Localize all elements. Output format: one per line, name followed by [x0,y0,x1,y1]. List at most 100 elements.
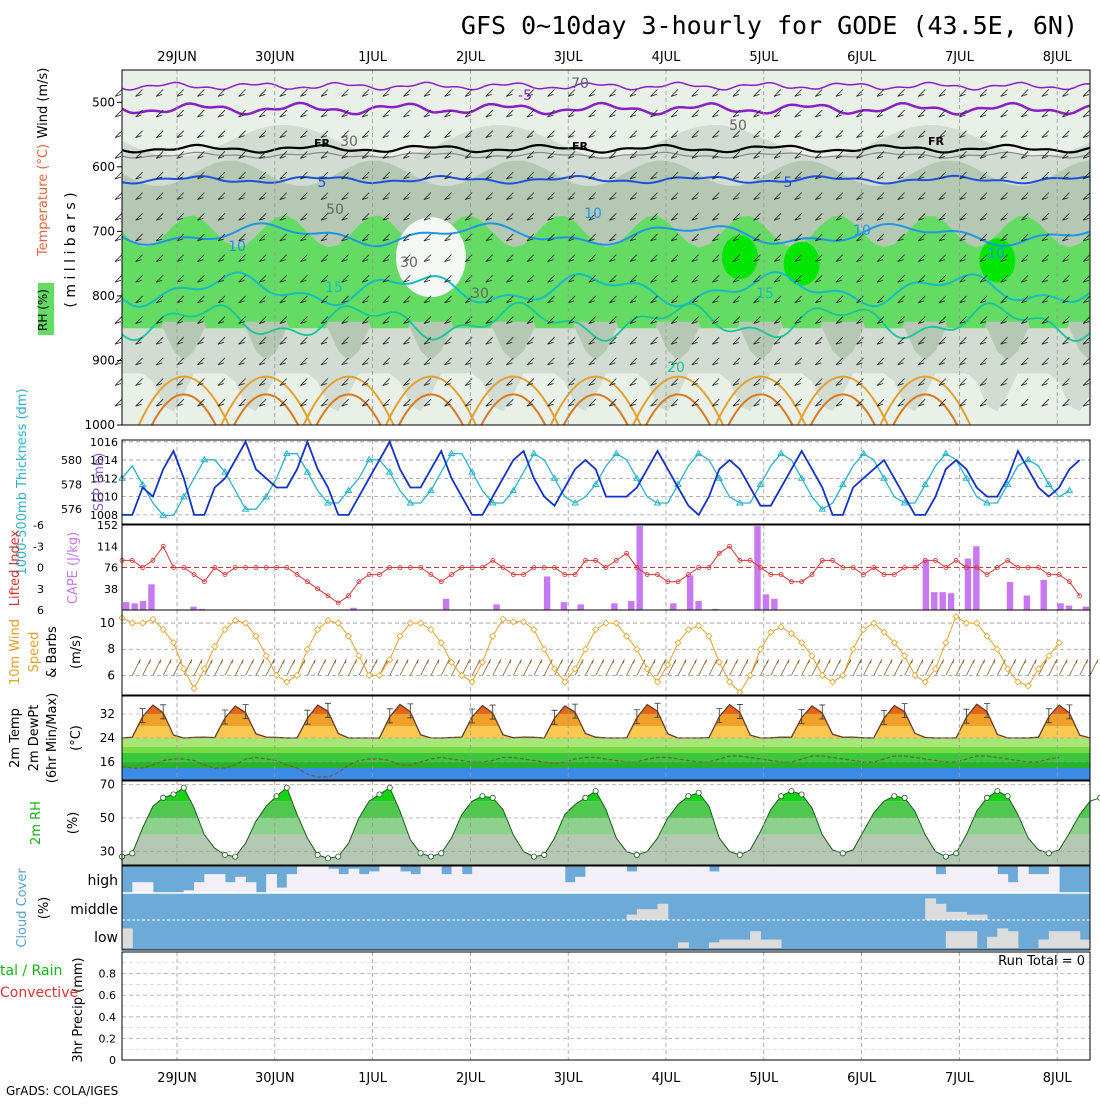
wind-barb [320,233,329,242]
lifted-index-marker [1077,593,1083,599]
surface-wind-barb [966,659,975,676]
wind-barb [609,295,617,304]
wind-speed-marker [242,619,250,627]
wind-barb [1000,171,1008,180]
thickness-marker [880,474,888,481]
wind-barb [114,254,123,262]
wind-barb [485,316,494,324]
wind-barb [897,295,905,304]
lifted-index-marker [294,572,300,577]
wind-barb [979,336,988,345]
surface-wind-barb [214,659,224,676]
wind-barb [1082,151,1091,159]
cloud-high-clear-bar [811,866,823,893]
wind-barb [1041,398,1050,407]
wind-barb [959,171,967,180]
cloud-middle-clear-bar [647,909,658,920]
wind-barb [238,233,246,242]
temp-band [122,738,1090,747]
surface-wind-barb [636,659,646,676]
wind-barb [588,295,596,304]
wind-speed-marker [365,671,373,679]
wind-speed-marker [643,665,651,673]
wind-barb [876,316,885,324]
wind-barb [217,109,226,118]
wind-barb [629,295,638,304]
cloud-high-clear-bar [297,866,308,893]
wind-barb [1062,89,1070,97]
wind-speed-marker [427,626,435,634]
wind-barb [588,316,596,324]
temp-minmax-bar [489,704,496,720]
wind-barb [1062,254,1070,262]
wind-barb [1000,192,1008,201]
wind-barb [423,254,432,262]
wind-barb [711,151,720,159]
wind-barb [691,171,699,180]
wind-barb [197,357,205,366]
wind-barb [155,378,164,386]
surface-wind-barb [471,659,481,676]
wind-barb [1041,357,1050,366]
date-label-bottom: 5JUL [749,1071,779,1086]
wind-speed-marker [262,652,270,660]
wind-barb [403,336,411,345]
lifted-index-marker [593,558,599,563]
cloud-high-clear-bar [513,866,525,893]
rh-tick-label: 30 [100,845,115,859]
surface-wind-barb [1069,659,1078,676]
wind-barb [238,89,246,97]
temp-line [121,703,1091,739]
temp-frame [121,695,1091,781]
wind-barb [361,357,370,366]
cloud-high-clear-bar [286,874,298,893]
wind-barb [155,295,164,304]
wind-barb [567,316,576,324]
rh-frame [121,780,1091,866]
date-label-bottom: 6JUL [847,1071,877,1086]
surface-wind-barb [739,659,749,676]
wind-barb [382,171,391,180]
rh-marker [953,850,960,857]
lifted-index-marker [160,543,166,549]
wind-barb [279,151,288,159]
wind-barb [897,192,905,201]
wind-barb [341,357,349,366]
wind-barb [279,192,288,201]
cloud-high-clear-bar [853,866,864,893]
wind-barb [403,254,411,262]
wind-barb [938,233,947,242]
wind-speed-marker [1024,682,1032,690]
wind-barb [876,151,885,159]
temp-contour-minus10 [121,81,1091,91]
cloud-low-clear-bar [956,931,967,948]
lifted-index-marker [706,565,712,570]
wind-barb [835,357,844,366]
surface-wind-barb [399,659,409,676]
wind-speed-marker [478,658,486,666]
wind-barb [258,151,267,159]
thickness-tick-label: 578 [61,478,82,491]
rh-tick-label: 70 [100,777,115,791]
wind-barb [114,316,123,324]
surface-wind-barb [276,659,285,676]
wind-barb [547,151,555,159]
wind-barb [423,151,432,159]
wind-barb [814,336,823,345]
cloud-middle-clear-bar [935,903,947,920]
thickness-marker [1003,480,1012,487]
cloud-low-clear-bar [1069,931,1081,948]
cloud-low-clear-bar [760,939,772,948]
wind-barb [835,378,844,386]
lifted-index-marker [232,565,238,570]
wind-axis-label-3: & Barbs [45,626,60,678]
wind-barb [856,378,864,386]
wind-barb [814,254,823,262]
cloud-high-clear-bar [235,876,247,893]
wind-barb [485,295,494,304]
wind-speed-marker [767,628,775,636]
wind-barb [485,192,494,201]
surface-wind-barb [914,659,924,676]
profile-frame [121,69,1091,426]
lifted-index-marker [624,550,629,556]
